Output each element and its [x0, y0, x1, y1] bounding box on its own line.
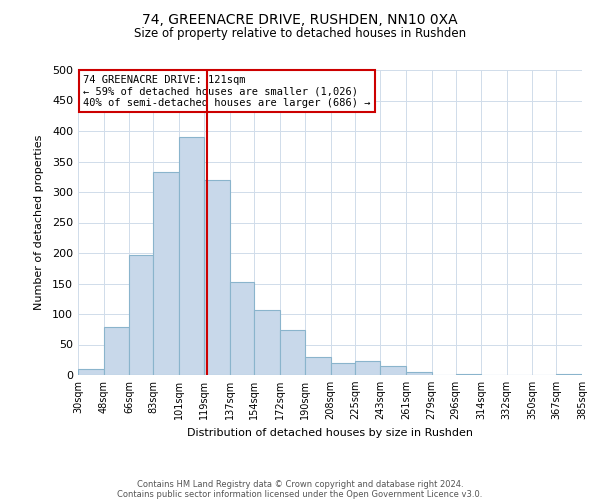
Bar: [380, 366, 406, 375]
Bar: [455, 374, 481, 375]
Bar: [331, 363, 355, 375]
Bar: [104, 328, 129, 375]
Text: 74, GREENACRE DRIVE, RUSHDEN, NN10 0XA: 74, GREENACRE DRIVE, RUSHDEN, NN10 0XA: [142, 12, 458, 26]
Text: Size of property relative to detached houses in Rushden: Size of property relative to detached ho…: [134, 28, 466, 40]
Y-axis label: Number of detached properties: Number of detached properties: [34, 135, 44, 310]
Bar: [556, 374, 582, 375]
Bar: [129, 255, 153, 375]
Bar: [205, 180, 230, 375]
Bar: [406, 372, 431, 375]
Text: Contains HM Land Registry data © Crown copyright and database right 2024.
Contai: Contains HM Land Registry data © Crown c…: [118, 480, 482, 499]
Bar: [179, 137, 205, 375]
Bar: [153, 172, 179, 375]
X-axis label: Distribution of detached houses by size in Rushden: Distribution of detached houses by size …: [187, 428, 473, 438]
Bar: [78, 369, 104, 375]
Bar: [254, 310, 280, 375]
Bar: [280, 330, 305, 375]
Bar: [230, 282, 254, 375]
Bar: [305, 356, 331, 375]
Bar: [355, 361, 380, 375]
Text: 74 GREENACRE DRIVE: 121sqm
← 59% of detached houses are smaller (1,026)
40% of s: 74 GREENACRE DRIVE: 121sqm ← 59% of deta…: [83, 74, 371, 108]
